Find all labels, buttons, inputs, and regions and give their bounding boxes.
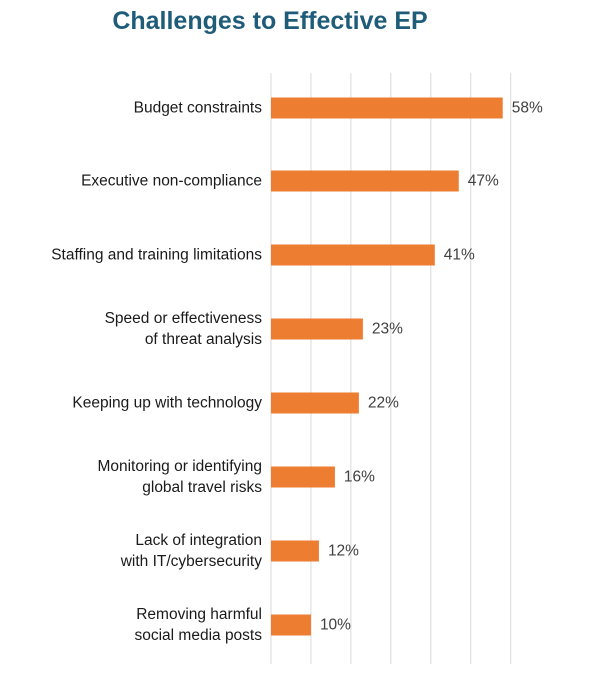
category-label: Staffing and training limitations: [51, 247, 262, 264]
bar: [271, 615, 311, 636]
bar: [271, 393, 359, 414]
bar: [271, 319, 363, 340]
data-label: 16%: [344, 469, 375, 486]
bar: [271, 541, 319, 562]
category-label: Executive non-compliance: [81, 173, 262, 190]
category-label: Budget constraints: [134, 100, 263, 117]
category-label: Removing harmful social media posts: [134, 606, 262, 644]
gridlines: [271, 73, 511, 664]
category-labels: Budget constraints Executive non-complian…: [51, 100, 262, 645]
category-label: Speed or effectiveness of threat analysis: [105, 310, 263, 348]
data-label: 47%: [468, 173, 499, 190]
chart-title: Challenges to Effective EP: [0, 7, 540, 36]
bar-chart: Budget constraints Executive non-complian…: [0, 0, 602, 700]
bar: [271, 245, 435, 266]
data-label: 22%: [368, 395, 399, 412]
data-label: 10%: [320, 617, 351, 634]
data-label: 41%: [444, 247, 475, 264]
bar: [271, 467, 335, 488]
bar: [271, 171, 459, 192]
category-label: Lack of integration with IT/cybersecurity: [120, 532, 263, 570]
data-label: 12%: [328, 543, 359, 560]
bar: [271, 98, 503, 119]
category-label: Keeping up with technology: [72, 395, 262, 412]
data-label: 58%: [512, 100, 543, 117]
data-label: 23%: [372, 321, 403, 338]
category-label: Monitoring or identifying global travel r…: [97, 458, 262, 496]
